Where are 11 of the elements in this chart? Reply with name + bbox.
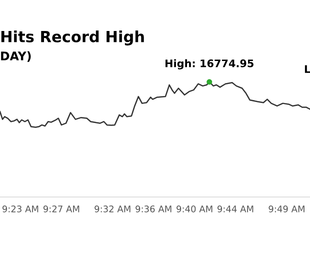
x-tick-label: 9:36 AM — [136, 205, 172, 212]
x-tick-label: 9:27 AM — [43, 205, 80, 212]
x-tick-label: 9:44 AM — [217, 205, 254, 212]
x-tick-label: 9:40 AM — [176, 205, 212, 212]
text: L — [304, 65, 310, 73]
chart-subtitle: DAY) — [1, 51, 31, 62]
x-tick-label: 9:32 AM — [94, 205, 130, 212]
x-tick-label: 9:49 AM — [268, 205, 304, 212]
chart-title: Hits Record High — [1, 30, 144, 46]
annotation: High: 16774.95 — [166, 59, 254, 70]
x-tick-label: 9:23 AM — [2, 205, 38, 212]
